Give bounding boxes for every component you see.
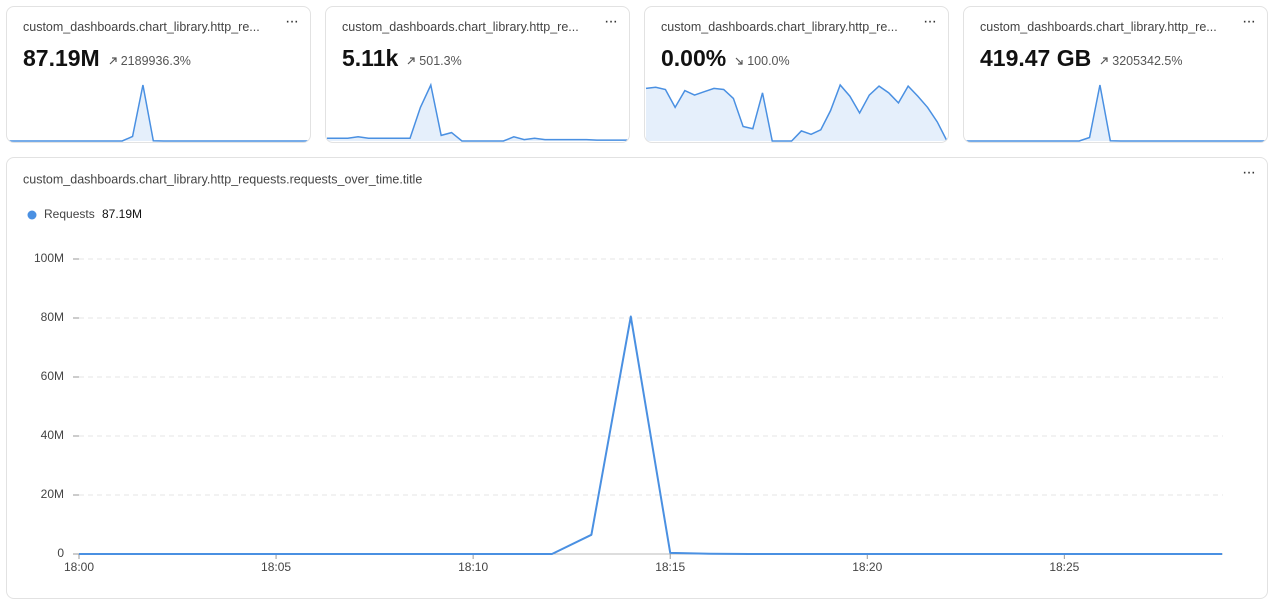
x-tick-label: 18:15 bbox=[655, 560, 685, 574]
trend-arrow bbox=[109, 57, 117, 65]
change-value: 2189936.3% bbox=[120, 54, 191, 68]
x-tick-label: 18:20 bbox=[852, 560, 882, 574]
stat-value: 0.00% bbox=[661, 45, 727, 71]
y-tick-label: 0 bbox=[57, 546, 64, 560]
sparkline bbox=[327, 82, 628, 142]
card-title: custom_dashboards.chart_library.http_re.… bbox=[980, 20, 1217, 34]
menu-button[interactable]: ··· bbox=[604, 13, 618, 30]
stat-change: 501.3% bbox=[406, 54, 462, 68]
sparkline bbox=[645, 83, 948, 142]
sparkline-line bbox=[645, 83, 948, 142]
stat-value: 419.47 GB bbox=[980, 45, 1092, 71]
card-title: custom_dashboards.chart_library.http_re.… bbox=[23, 20, 260, 34]
sparkline bbox=[8, 84, 309, 142]
sparkline-line bbox=[327, 82, 628, 142]
sparkline bbox=[965, 84, 1266, 142]
card-title: custom_dashboards.chart_library.http_re.… bbox=[661, 20, 898, 34]
sparkline-area bbox=[327, 85, 628, 141]
stat-card: custom_dashboards.chart_library.http_re.… bbox=[644, 6, 949, 143]
stat-value: 5.11k bbox=[342, 45, 399, 71]
stat-row: 419.47 GB 3205342.5% bbox=[980, 45, 1182, 72]
x-tick-label: 18:10 bbox=[458, 560, 488, 574]
trend-arrow bbox=[1100, 57, 1108, 65]
menu-button[interactable]: ··· bbox=[1242, 13, 1256, 30]
sparkline-area bbox=[8, 85, 309, 141]
x-tick-label: 18:00 bbox=[64, 560, 94, 574]
legend-label: Requests bbox=[44, 207, 95, 221]
change-value: 501.3% bbox=[419, 54, 462, 68]
card-title: custom_dashboards.chart_library.http_re.… bbox=[342, 20, 579, 34]
stat-card: custom_dashboards.chart_library.http_re.… bbox=[6, 6, 311, 143]
change-value: 100.0% bbox=[747, 54, 790, 68]
stat-card: custom_dashboards.chart_library.http_re.… bbox=[325, 6, 630, 143]
stat-value: 87.19M bbox=[23, 45, 100, 71]
chart: custom_dashboards.chart_library.http_req… bbox=[23, 172, 1223, 574]
arrow-icon bbox=[407, 57, 415, 65]
stat-row: 87.19M 2189936.3% bbox=[23, 45, 191, 72]
main-card: ··· custom_dashboards.chart_library.http… bbox=[6, 157, 1268, 599]
arrow-icon bbox=[1100, 57, 1108, 65]
stat-row: 0.00% 100.0% bbox=[661, 45, 790, 72]
y-tick-label: 80M bbox=[41, 310, 64, 324]
arrow-icon bbox=[735, 57, 743, 65]
trend-arrow bbox=[735, 57, 743, 65]
sparkline-line bbox=[8, 84, 309, 142]
series-line bbox=[79, 315, 1222, 555]
menu-button[interactable]: ··· bbox=[285, 13, 299, 30]
legend-dot bbox=[27, 210, 37, 220]
stat-change: 3205342.5% bbox=[1099, 54, 1182, 68]
chart-title: custom_dashboards.chart_library.http_req… bbox=[23, 172, 422, 186]
stat-change: 100.0% bbox=[734, 54, 790, 68]
x-tick-label: 18:05 bbox=[261, 560, 291, 574]
stat-change: 2189936.3% bbox=[108, 54, 191, 68]
legend-value: 87.19M bbox=[102, 207, 142, 221]
trend-arrow bbox=[407, 57, 415, 65]
change-value: 3205342.5% bbox=[1112, 54, 1183, 68]
stat-card: custom_dashboards.chart_library.http_re.… bbox=[963, 6, 1268, 143]
x-tick-label: 18:25 bbox=[1049, 560, 1079, 574]
stat-row: 5.11k 501.3% bbox=[342, 45, 462, 72]
sparkline-line bbox=[965, 84, 1266, 142]
y-tick-label: 100M bbox=[34, 251, 64, 265]
arrow-icon bbox=[109, 57, 117, 65]
sparkline-area bbox=[646, 85, 947, 141]
y-tick-label: 60M bbox=[41, 369, 64, 383]
menu-button[interactable]: ··· bbox=[923, 13, 937, 30]
menu-button[interactable]: ··· bbox=[1242, 164, 1256, 181]
y-tick-label: 20M bbox=[41, 487, 64, 501]
y-tick-label: 40M bbox=[41, 428, 64, 442]
sparkline-area bbox=[965, 85, 1266, 141]
